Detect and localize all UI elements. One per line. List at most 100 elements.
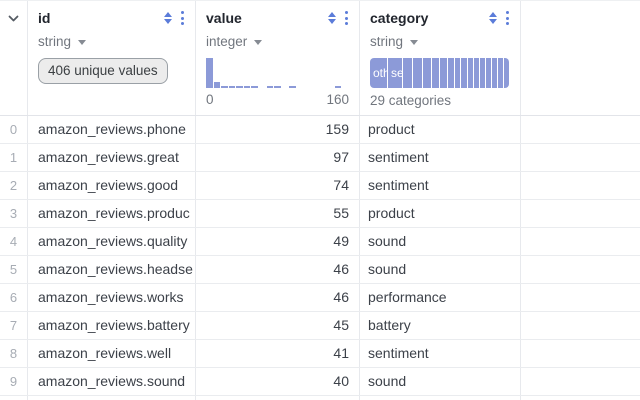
category-segment bbox=[496, 58, 503, 88]
category-segment bbox=[446, 58, 454, 88]
cell-category[interactable]: product bbox=[360, 116, 521, 143]
axis-max-label: 160 bbox=[326, 92, 349, 107]
kebab-menu-icon[interactable] bbox=[505, 10, 510, 26]
cell-id[interactable]: amazon_reviews.battery bbox=[28, 312, 196, 339]
histogram-bar bbox=[221, 85, 228, 88]
histogram-bar bbox=[266, 85, 274, 88]
column-type-selector[interactable]: integer bbox=[206, 32, 349, 50]
category-segment bbox=[430, 58, 440, 88]
cell-value[interactable]: 49 bbox=[196, 228, 360, 255]
table-body: 0 amazon_reviews.phone 159 product 1 ama… bbox=[0, 116, 640, 400]
header-filler bbox=[521, 1, 640, 115]
caret-down-icon bbox=[78, 39, 87, 45]
cell-category[interactable]: sound bbox=[360, 228, 521, 255]
cell-id[interactable]: amazon_reviews.well bbox=[28, 340, 196, 367]
cell-category[interactable]: sound bbox=[360, 368, 521, 395]
row-index: 7 bbox=[0, 312, 28, 339]
row-index: 0 bbox=[0, 116, 28, 143]
category-segment bbox=[472, 58, 479, 88]
cell-id[interactable]: amazon_reviews.great bbox=[28, 144, 196, 171]
table-row[interactable]: 6 amazon_reviews.works 46 performance bbox=[0, 284, 640, 312]
row-gutter-header bbox=[0, 1, 28, 115]
category-count-label: 29 categories bbox=[370, 93, 452, 108]
histogram-bar bbox=[334, 85, 342, 88]
category-segment bbox=[484, 58, 491, 88]
cell-id[interactable]: amazon_reviews.sound bbox=[28, 368, 196, 395]
column-type-selector[interactable]: string bbox=[38, 32, 185, 50]
cell-id[interactable]: amazon_reviews.quality bbox=[28, 228, 196, 255]
cell-value[interactable]: 45 bbox=[196, 312, 360, 339]
cell-id[interactable]: amazon_reviews.headse bbox=[28, 256, 196, 283]
cell-id[interactable]: amazon_reviews.produc bbox=[28, 200, 196, 227]
table-row[interactable]: 1 amazon_reviews.great 97 sentiment bbox=[0, 144, 640, 172]
row-index: 2 bbox=[0, 172, 28, 199]
cell-value[interactable]: 97 bbox=[196, 144, 360, 171]
sort-icon[interactable] bbox=[489, 12, 497, 24]
unique-values-badge: 406 unique values bbox=[38, 58, 168, 84]
column-type-selector[interactable]: string bbox=[370, 32, 510, 50]
cell-category[interactable]: product bbox=[360, 200, 521, 227]
table-row[interactable]: 2 amazon_reviews.good 74 sentiment bbox=[0, 172, 640, 200]
table-row[interactable]: 0 amazon_reviews.phone 159 product bbox=[0, 116, 640, 144]
cell-id[interactable]: amazon_reviews.phone bbox=[28, 116, 196, 143]
cell-category[interactable]: sentiment bbox=[360, 172, 521, 199]
histogram-bar bbox=[243, 85, 251, 88]
cell-filler bbox=[521, 284, 640, 311]
axis-min-label: 0 bbox=[206, 92, 214, 107]
column-type-label: string bbox=[370, 33, 404, 49]
cell-value[interactable]: 74 bbox=[196, 172, 360, 199]
cell-id[interactable]: amazon_reviews.works bbox=[28, 284, 196, 311]
column-type-label: string bbox=[38, 33, 72, 49]
caret-down-icon bbox=[410, 39, 419, 45]
histogram-bar bbox=[289, 85, 296, 88]
cell-value[interactable]: 46 bbox=[196, 256, 360, 283]
sort-icon[interactable] bbox=[164, 12, 172, 24]
table-row[interactable]: 8 amazon_reviews.well 41 sentiment bbox=[0, 340, 640, 368]
category-segment bbox=[412, 58, 422, 88]
category-segment bbox=[478, 58, 485, 88]
table-row[interactable]: 4 amazon_reviews.quality 49 sound bbox=[0, 228, 640, 256]
table-row[interactable]: 3 amazon_reviews.produc 55 product bbox=[0, 200, 640, 228]
cell-value[interactable]: 55 bbox=[196, 200, 360, 227]
chevron-down-icon[interactable] bbox=[6, 13, 21, 30]
cell-category[interactable]: battery bbox=[360, 312, 521, 339]
cell-value[interactable]: 46 bbox=[196, 284, 360, 311]
kebab-menu-icon[interactable] bbox=[180, 10, 185, 26]
kebab-menu-icon[interactable] bbox=[344, 10, 349, 26]
cell-id[interactable]: amazon_reviews.good bbox=[28, 172, 196, 199]
cell-value[interactable]: 41 bbox=[196, 340, 360, 367]
column-title-category: category bbox=[370, 10, 429, 26]
histogram-bar bbox=[206, 58, 213, 88]
cell-filler bbox=[521, 340, 640, 367]
row-index: 6 bbox=[0, 284, 28, 311]
sort-icon[interactable] bbox=[328, 12, 336, 24]
column-type-label: integer bbox=[206, 33, 248, 49]
category-bar[interactable]: othser bbox=[370, 58, 509, 88]
cell-filler bbox=[521, 228, 640, 255]
table-row[interactable]: 5 amazon_reviews.headse 46 sound bbox=[0, 256, 640, 284]
cell-filler bbox=[521, 368, 640, 395]
histogram-bar bbox=[251, 85, 259, 88]
table-row[interactable]: 9 amazon_reviews.sound 40 sound bbox=[0, 368, 640, 396]
cell-value bbox=[196, 396, 360, 400]
value-histogram[interactable] bbox=[206, 58, 349, 88]
category-segment bbox=[401, 58, 413, 88]
column-title-id: id bbox=[38, 10, 51, 26]
cell-category[interactable]: sentiment bbox=[360, 144, 521, 171]
cell-value[interactable]: 159 bbox=[196, 116, 360, 143]
cell-filler bbox=[521, 200, 640, 227]
cell-filler bbox=[521, 396, 640, 400]
row-index: 1 bbox=[0, 144, 28, 171]
table-row[interactable]: 7 amazon_reviews.battery 45 battery bbox=[0, 312, 640, 340]
histogram-bar bbox=[228, 85, 236, 88]
cell-category[interactable]: sound bbox=[360, 256, 521, 283]
table-row-partial[interactable] bbox=[0, 396, 640, 400]
row-index bbox=[0, 396, 28, 400]
cell-category[interactable]: performance bbox=[360, 284, 521, 311]
column-header-id: id string 406 unique values bbox=[28, 1, 196, 115]
cell-value[interactable]: 40 bbox=[196, 368, 360, 395]
cell-category[interactable]: sentiment bbox=[360, 340, 521, 367]
column-header-value: value integer 0 160 bbox=[196, 1, 360, 115]
category-segment bbox=[466, 58, 473, 88]
